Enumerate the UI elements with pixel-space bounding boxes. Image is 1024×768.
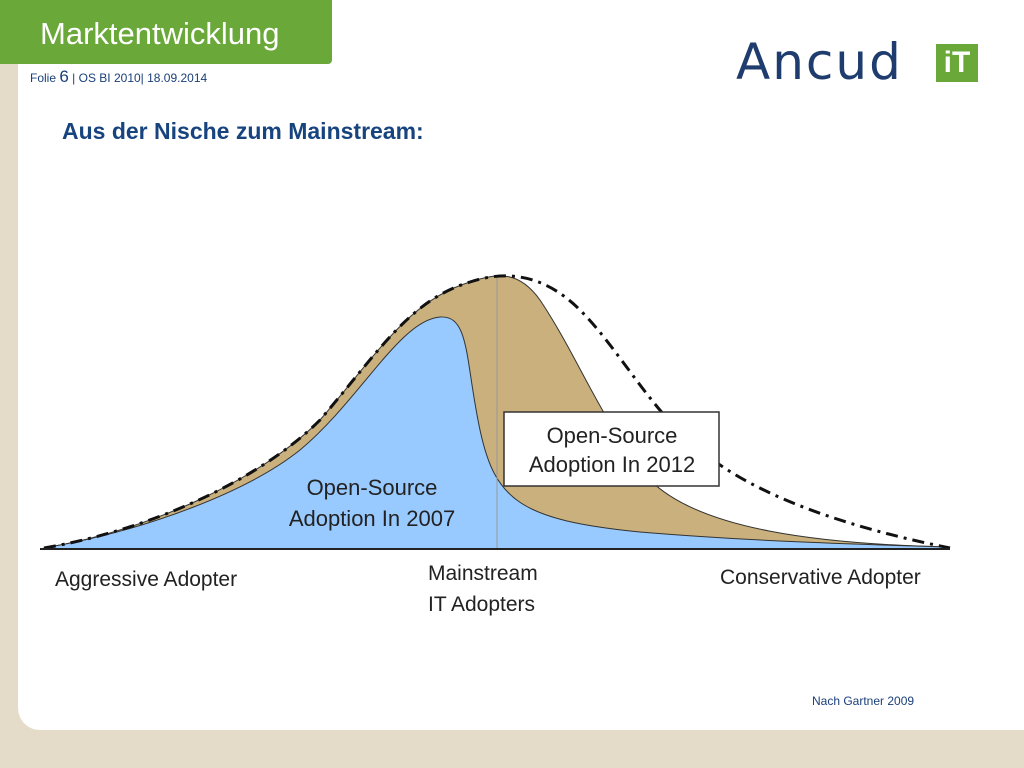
slide-title-tab: Marktentwicklung — [0, 0, 332, 64]
envelope-curve — [43, 274, 951, 550]
folio-suffix: | OS BI 2010| 18.09.2014 — [72, 71, 208, 85]
slide-folio: Folie 6 | OS BI 2010| 18.09.2014 — [30, 67, 207, 87]
axis-label-right: Conservative Adopter — [720, 566, 921, 589]
slide-subtitle: Aus der Nische zum Mainstream: — [62, 118, 424, 144]
folio-prefix: Folie — [30, 71, 57, 85]
source-note: Nach Gartner 2009 — [812, 694, 915, 708]
slide-title: Marktentwicklung — [40, 16, 280, 51]
box-2012-line1: Open-Source — [547, 423, 678, 448]
box-2012 — [503, 411, 720, 487]
area-2007 — [43, 316, 949, 550]
logo-text: Ancud — [736, 33, 903, 91]
logo-badge: iT — [936, 44, 978, 82]
folio-number: 6 — [59, 67, 69, 86]
label-2007-line2: Adoption In 2007 — [289, 506, 455, 531]
axis-label-left: Aggressive Adopter — [55, 568, 237, 591]
label-2007-line1: Open-Source — [307, 475, 438, 500]
axis-label-center-line1: Mainstream — [428, 562, 538, 585]
axis-label-center-line2: IT Adopters — [428, 593, 535, 616]
ancud-it-logo: Ancud iT — [736, 36, 986, 88]
box-2012-line2: Adoption In 2012 — [529, 452, 695, 477]
